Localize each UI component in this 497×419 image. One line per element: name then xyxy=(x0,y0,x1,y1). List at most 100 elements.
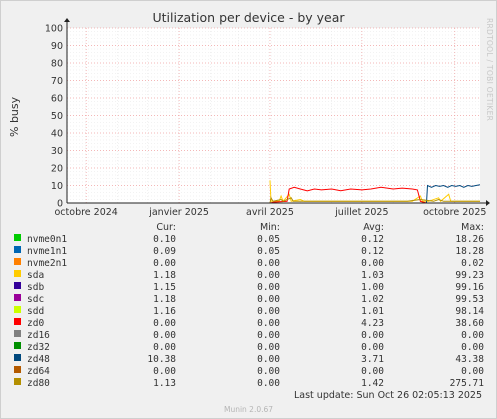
legend-series-name: zd32 xyxy=(27,342,50,353)
legend-cur-value: 10.38 xyxy=(147,354,176,365)
legend-avg-value: 0.00 xyxy=(361,342,384,353)
legend-min-value: 0.00 xyxy=(257,330,280,341)
legend-header-min: Min: xyxy=(259,222,280,233)
legend-avg-value: 1.01 xyxy=(361,306,384,317)
series-line-zd48 xyxy=(426,184,481,204)
y-tick-label: 30 xyxy=(51,146,63,157)
legend-header-avg: Avg: xyxy=(363,222,384,233)
legend-series-name: sdb xyxy=(27,282,45,293)
legend-cur-value: 0.00 xyxy=(153,342,176,353)
legend-row-nvme0n1: nvme0n1 0.10 0.05 0.12 18.26 xyxy=(0,234,497,246)
legend-min-value: 0.00 xyxy=(257,306,280,317)
legend-min-value: 0.00 xyxy=(257,270,280,281)
series-line-zd80 xyxy=(269,196,480,204)
y-tick-label: 90 xyxy=(51,41,63,52)
legend-max-value: 275.71 xyxy=(449,378,484,389)
legend-series-name: nvme0n1 xyxy=(27,234,68,245)
legend-cur-value: 1.16 xyxy=(153,306,176,317)
legend-max-value: 18.26 xyxy=(455,234,484,245)
legend-max-value: 99.23 xyxy=(455,270,484,281)
legend-cur-value: 0.09 xyxy=(153,246,176,257)
legend-swatch xyxy=(14,378,21,385)
legend-max-value: 18.28 xyxy=(455,246,484,257)
legend-series-name: zd80 xyxy=(27,378,50,389)
legend-cur-value: 0.10 xyxy=(153,234,176,245)
y-tick-label: 50 xyxy=(51,111,63,122)
legend-min-value: 0.00 xyxy=(257,282,280,293)
y-tick-label: 40 xyxy=(51,129,63,140)
legend-cur-value: 0.00 xyxy=(153,366,176,377)
legend-min-value: 0.00 xyxy=(257,366,280,377)
y-tick-label: 20 xyxy=(51,164,63,175)
legend-cur-value: 1.18 xyxy=(153,294,176,305)
legend-header-cur: Cur: xyxy=(156,222,176,233)
x-tick-label: octobre 2025 xyxy=(423,207,486,218)
legend-row-sda: sda 1.18 0.00 1.03 99.23 xyxy=(0,270,497,282)
legend-series-name: nvme1n1 xyxy=(27,246,68,257)
plot-area: 0 10 20 30 40 50 60 70 80 90 100 octobre 2024 janvie… xyxy=(45,18,490,218)
legend-swatch xyxy=(14,306,21,313)
legend-max-value: 0.00 xyxy=(461,330,484,341)
legend-min-value: 0.00 xyxy=(257,258,280,269)
legend-row-nvme2n1: nvme2n1 0.00 0.00 0.00 0.02 xyxy=(0,258,497,270)
legend-header-row: Cur: Min: Avg: Max: xyxy=(0,222,497,234)
legend-series-name: zd48 xyxy=(27,354,50,365)
legend-swatch xyxy=(14,330,21,337)
legend-avg-value: 4.23 xyxy=(361,318,384,329)
legend-header-max: Max: xyxy=(461,222,484,233)
x-axis-arrow-icon xyxy=(486,200,490,206)
legend-min-value: 0.00 xyxy=(257,318,280,329)
y-tick-label: 0 xyxy=(57,199,63,210)
y-axis-arrow-icon xyxy=(64,18,70,22)
legend-row-zd16: zd16 0.00 0.00 0.00 0.00 xyxy=(0,330,497,342)
legend-avg-value: 0.12 xyxy=(361,246,384,257)
legend-row-zd64: zd64 0.00 0.00 0.00 0.00 xyxy=(0,366,497,378)
legend-min-value: 0.05 xyxy=(257,246,280,257)
legend-swatch xyxy=(14,342,21,349)
legend-avg-value: 0.00 xyxy=(361,366,384,377)
legend-row-zd32: zd32 0.00 0.00 0.00 0.00 xyxy=(0,342,497,354)
legend-avg-value: 1.00 xyxy=(361,282,384,293)
legend-avg-value: 0.00 xyxy=(361,258,384,269)
legend-swatch xyxy=(14,366,21,373)
legend-max-value: 0.02 xyxy=(461,258,484,269)
legend-max-value: 43.38 xyxy=(455,354,484,365)
legend-avg-value: 0.00 xyxy=(361,330,384,341)
y-tick-label: 60 xyxy=(51,94,63,105)
legend-swatch xyxy=(14,258,21,265)
legend-avg-value: 1.03 xyxy=(361,270,384,281)
legend-cur-value: 0.00 xyxy=(153,330,176,341)
last-update: Last update: Sun Oct 26 02:05:13 2025 xyxy=(293,390,482,401)
legend-row-nvme1n1: nvme1n1 0.09 0.05 0.12 18.28 xyxy=(0,246,497,258)
x-tick-label: juillet 2025 xyxy=(334,207,388,218)
legend-min-value: 0.00 xyxy=(257,342,280,353)
legend-cur-value: 1.15 xyxy=(153,282,176,293)
legend-row-sdc: sdc 1.18 0.00 1.02 99.53 xyxy=(0,294,497,306)
munin-version: Munin 2.0.67 xyxy=(223,405,274,414)
legend-swatch xyxy=(14,246,21,253)
y-tick-label: 10 xyxy=(51,181,63,192)
legend-max-value: 99.53 xyxy=(455,294,484,305)
legend-cur-value: 1.13 xyxy=(153,378,176,389)
y-tick-label: 70 xyxy=(51,76,63,87)
legend-max-value: 38.60 xyxy=(455,318,484,329)
legend-cur-value: 1.18 xyxy=(153,270,176,281)
chart-title: Utilization per device - by year xyxy=(152,10,345,25)
legend-max-value: 98.14 xyxy=(455,306,484,317)
legend-avg-value: 1.42 xyxy=(361,378,384,389)
legend-avg-value: 1.02 xyxy=(361,294,384,305)
legend-series-name: zd64 xyxy=(27,366,50,377)
legend-min-value: 0.05 xyxy=(257,234,280,245)
legend-swatch xyxy=(14,270,21,277)
x-tick-label: octobre 2024 xyxy=(55,207,118,218)
legend-swatch xyxy=(14,234,21,241)
legend-row-zd0: zd0 0.00 0.00 4.23 38.60 xyxy=(0,318,497,330)
legend-avg-value: 3.71 xyxy=(361,354,384,365)
legend-min-value: 0.00 xyxy=(257,354,280,365)
legend-max-value: 0.00 xyxy=(461,366,484,377)
legend-cur-value: 0.00 xyxy=(153,318,176,329)
legend-min-value: 0.00 xyxy=(257,294,280,305)
legend-series-name: sdc xyxy=(27,294,45,305)
legend-row-sdd: sdd 1.16 0.00 1.01 98.14 xyxy=(0,306,497,318)
legend-row-zd48: zd48 10.38 0.00 3.71 43.38 xyxy=(0,354,497,366)
